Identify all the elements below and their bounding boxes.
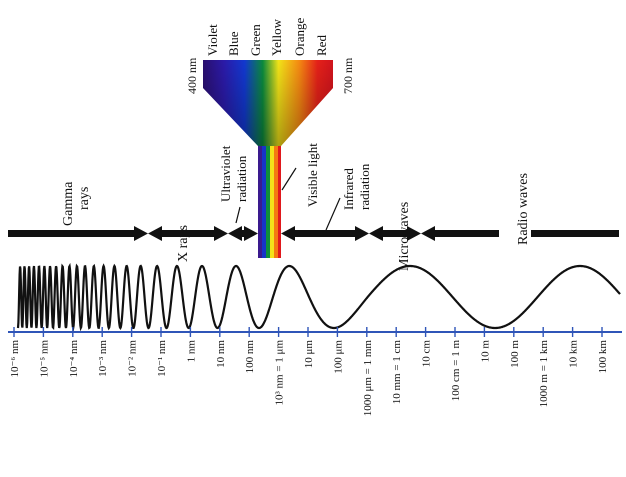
region-range-arrows bbox=[8, 226, 619, 241]
radio-left-arrowhead bbox=[421, 226, 435, 241]
uv-left-arrowhead bbox=[228, 226, 242, 241]
gamma-rays-label-line2: rays bbox=[77, 187, 92, 210]
ultraviolet-label-line2: radiation bbox=[234, 155, 249, 202]
radio-range-bar-right bbox=[531, 230, 619, 237]
xray-right-arrowhead bbox=[214, 226, 228, 241]
color-label-red: Red bbox=[314, 35, 329, 56]
infrared-left-arrowhead bbox=[281, 226, 295, 241]
axis-tick-label: 100 μm bbox=[332, 340, 344, 374]
axis-tick-label: 100 m bbox=[509, 340, 521, 368]
color-label-violet: Violet bbox=[205, 24, 220, 56]
radio-waves-label: Radio waves bbox=[516, 173, 531, 245]
axis-tick-label: 10⁻² nm bbox=[127, 340, 139, 377]
stem-blue bbox=[262, 146, 266, 258]
stem-yellow bbox=[270, 146, 274, 258]
axis-tick-label: 10 mm = 1 cm bbox=[391, 340, 403, 405]
infrared-range-bar bbox=[295, 230, 355, 237]
color-label-orange: Orange bbox=[292, 18, 307, 56]
axis-tick-label: 10⁻⁶ nm bbox=[9, 340, 21, 378]
xray-range-bar bbox=[162, 230, 214, 237]
axis-tick-label: 10⁻¹ nm bbox=[156, 340, 168, 377]
microwave-range-bar bbox=[383, 230, 407, 237]
axis-tick-label: 10 km bbox=[568, 340, 580, 368]
electromagnetic-wave-curve bbox=[16, 262, 621, 333]
spectrum-color-labels: Violet Blue Green Yellow Orange Red 400 … bbox=[185, 18, 355, 94]
stem-green bbox=[266, 146, 270, 258]
ultraviolet-label-line1: Ultraviolet bbox=[218, 145, 233, 202]
color-label-green: Green bbox=[248, 24, 263, 56]
axis-tick-label: 10⁻⁵ nm bbox=[38, 340, 50, 378]
stem-violet bbox=[258, 146, 262, 258]
uv-leader-line bbox=[235, 206, 241, 224]
microwave-left-arrowhead bbox=[369, 226, 383, 241]
axis-tick-label: 10³ nm = 1 μm bbox=[274, 340, 286, 406]
infrared-label-line2: radiation bbox=[357, 163, 372, 210]
visible-spectrum-funnel bbox=[203, 60, 333, 258]
xray-left-arrowhead bbox=[148, 226, 162, 241]
axis-tick-label: 100 cm = 1 m bbox=[450, 340, 462, 402]
color-label-blue: Blue bbox=[226, 31, 241, 56]
axis-tick-marks bbox=[13, 327, 603, 337]
axis-tick-label: 10 cm bbox=[421, 340, 433, 368]
axis-tick-label: 10 nm bbox=[215, 340, 227, 368]
axis-tick-label: 1 nm bbox=[185, 340, 197, 363]
axis-tick-labels: 10⁻⁶ nm 10⁻⁵ nm 10⁻⁴ nm 10⁻³ nm 10⁻² nm 10⁻¹ … bbox=[9, 340, 609, 417]
region-labels: Gamma rays X rays Ultraviolet radiation … bbox=[61, 143, 531, 271]
stem-orange bbox=[274, 146, 278, 258]
axis-tick-label: 10⁻³ nm bbox=[97, 340, 109, 377]
wavelength-axis: 10⁻⁶ nm 10⁻⁵ nm 10⁻⁴ nm 10⁻³ nm 10⁻² nm 10⁻¹ … bbox=[8, 327, 622, 416]
infrared-label-line1: Infrared bbox=[341, 168, 356, 210]
infrared-right-arrowhead bbox=[355, 226, 369, 241]
color-label-yellow: Yellow bbox=[269, 18, 284, 56]
gamma-right-arrowhead bbox=[134, 226, 148, 241]
visible-light-label: Visible light bbox=[305, 143, 320, 207]
gamma-rays-label-line1: Gamma bbox=[61, 181, 76, 226]
axis-tick-label: 10 m bbox=[479, 340, 491, 363]
axis-tick-label: 10⁻⁴ nm bbox=[68, 340, 80, 378]
infrared-leader-line bbox=[325, 197, 341, 231]
wavelength-400nm-label: 400 nm bbox=[185, 57, 199, 94]
visible-leader-line bbox=[281, 167, 297, 191]
radio-range-bar-left bbox=[435, 230, 499, 237]
microwave-right-arrowhead bbox=[407, 226, 421, 241]
stem-red bbox=[278, 146, 281, 258]
axis-tick-label: 100 nm bbox=[244, 340, 256, 374]
uv-right-arrowhead bbox=[244, 226, 258, 241]
axis-tick-label: 1000 μm = 1 mm bbox=[362, 340, 374, 417]
wavelength-700nm-label: 700 nm bbox=[341, 57, 355, 94]
axis-tick-label: 10 μm bbox=[303, 340, 315, 369]
leader-lines bbox=[235, 167, 341, 231]
axis-tick-label: 1000 m = 1 km bbox=[538, 340, 550, 408]
axis-tick-label: 100 km bbox=[597, 340, 609, 374]
gamma-range-bar bbox=[8, 230, 134, 237]
